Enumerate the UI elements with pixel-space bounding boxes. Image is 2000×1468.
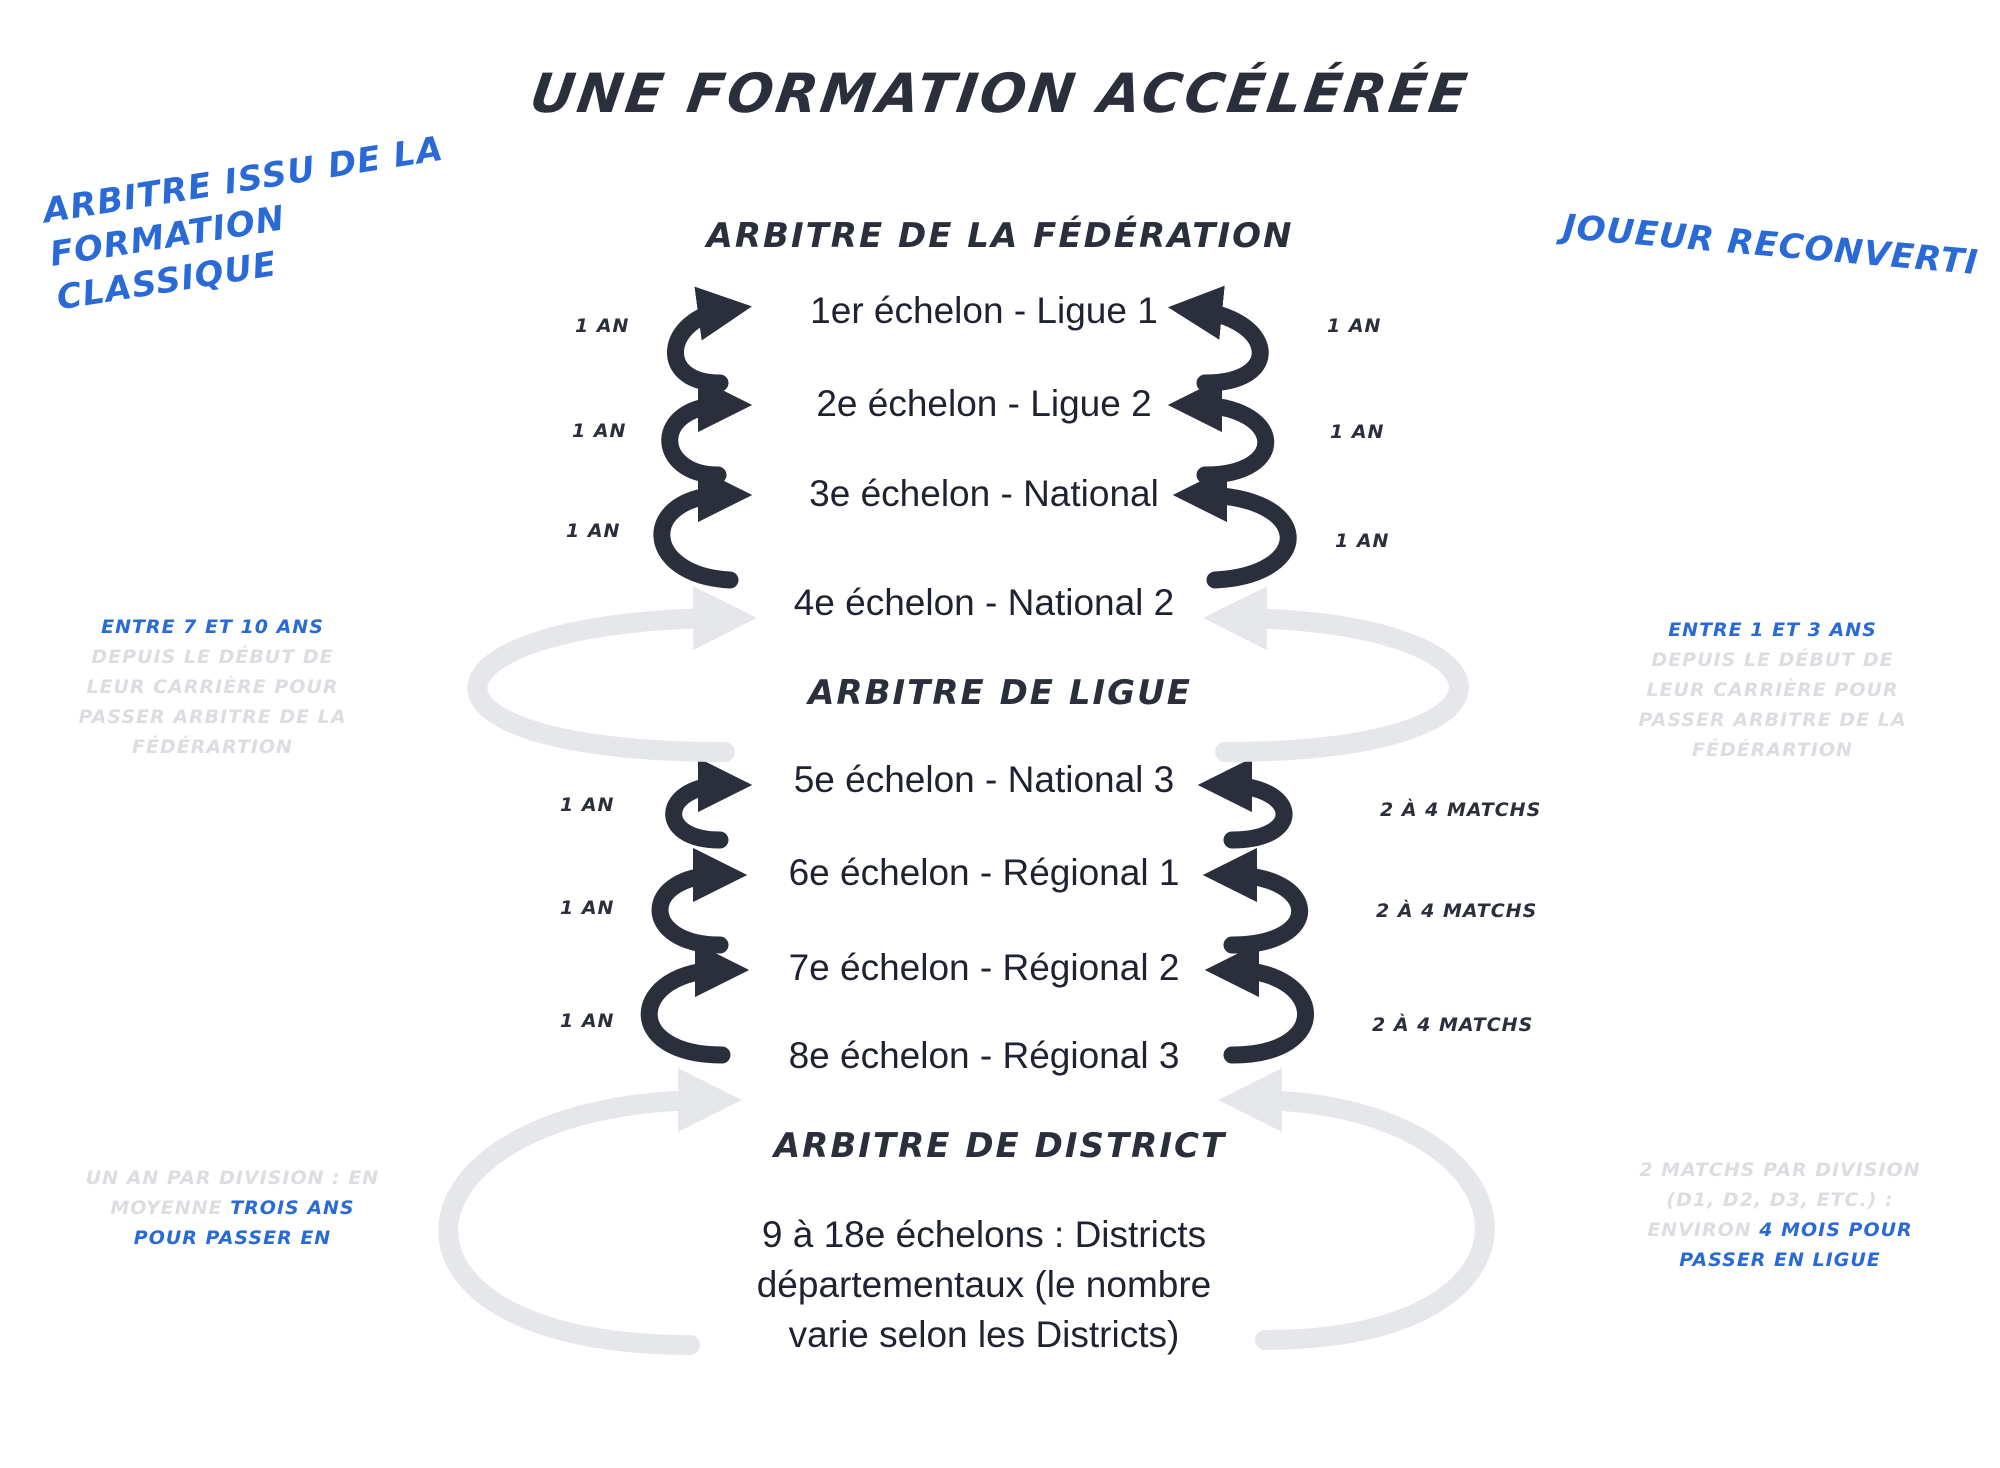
note-faint: DEPUIS LE DÉBUT DE LEUR CARRIÈRE POUR PA… xyxy=(78,646,347,758)
right-duration: 2 À 4 MATCHS xyxy=(1380,799,1542,821)
note-highlight: TROIS ANS POUR PASSER EN xyxy=(133,1197,355,1249)
left-duration: 1 AN xyxy=(560,897,615,919)
note-highlight: ENTRE 1 ET 3 ANS xyxy=(1668,619,1877,641)
right-loop-arrow xyxy=(1167,285,1269,392)
note-highlight: ENTRE 7 ET 10 ANS xyxy=(101,616,324,638)
right-loop-arrow xyxy=(1167,377,1275,484)
right-loop-arrow xyxy=(1204,942,1314,1064)
level-1: 1er échelon - Ligue 1 xyxy=(810,290,1158,331)
note-highlight: 4 MOIS POUR PASSER EN LIGUE xyxy=(1679,1219,1913,1271)
right-duration: 1 AN xyxy=(1335,530,1390,552)
right-loop-arrow xyxy=(1172,467,1297,589)
left-loop-arrow xyxy=(653,467,753,589)
right-duration: 2 À 4 MATCHS xyxy=(1372,1014,1534,1036)
right-loop-arrow xyxy=(1197,757,1293,849)
right-federation-note: ENTRE 1 ET 3 ANS DEPUIS LE DÉBUT DE LEUR… xyxy=(1620,615,1925,765)
left-loop-arrow xyxy=(661,377,753,484)
right-big-arrow xyxy=(1218,1068,1495,1350)
left-federation-note: ENTRE 7 ET 10 ANS DEPUIS LE DÉBUT DE LEU… xyxy=(60,612,365,762)
right-duration: 1 AN xyxy=(1330,421,1385,443)
right-duration: 1 AN xyxy=(1327,315,1382,337)
level-5: 5e échelon - National 3 xyxy=(793,759,1175,800)
left-duration: 1 AN xyxy=(560,794,615,816)
level-4: 4e échelon - National 2 xyxy=(793,582,1175,623)
right-duration: 2 À 4 MATCHS xyxy=(1376,900,1538,922)
left-duration: 1 AN xyxy=(560,1010,615,1032)
level-6: 6e échelon - Régional 1 xyxy=(788,852,1180,893)
note-faint: 2 MATCHS PAR DIVISION (D1, D2, D3, ETC.)… xyxy=(1639,1159,1921,1241)
right-loop-arrow xyxy=(1202,847,1309,954)
section-federation: ARBITRE DE LA FÉDÉRATION xyxy=(706,216,1294,256)
left-loop-arrow xyxy=(651,847,748,954)
left-loop-arrow xyxy=(665,757,753,849)
right-big-arrow xyxy=(1203,586,1469,762)
section-district: ARBITRE DE DISTRICT xyxy=(773,1126,1227,1166)
level-3: 3e échelon - National xyxy=(809,473,1159,514)
main-title: UNE FORMATION ACCÉLÉRÉE xyxy=(526,62,1474,125)
left-loop-arrow xyxy=(640,942,750,1064)
level-2: 2e échelon - Ligue 2 xyxy=(816,383,1152,424)
district-levels: 9 à 18e échelons : Districts département… xyxy=(756,1214,1212,1355)
left-big-arrow xyxy=(438,1068,742,1355)
level-8: 8e échelon - Régional 3 xyxy=(788,1035,1180,1076)
level-7: 7e échelon - Régional 2 xyxy=(788,947,1180,988)
note-faint: UN AN PAR DIVISION : EN MOYENNE xyxy=(85,1167,380,1219)
left-duration: 1 AN xyxy=(566,520,621,542)
left-big-arrow xyxy=(467,586,757,762)
right-district-note: 2 MATCHS PAR DIVISION (D1, D2, D3, ETC.)… xyxy=(1625,1155,1935,1275)
left-district-note: UN AN PAR DIVISION : EN MOYENNE TROIS AN… xyxy=(80,1163,385,1253)
left-duration: 1 AN xyxy=(572,420,627,442)
left-duration: 1 AN xyxy=(575,315,630,337)
note-faint: DEPUIS LE DÉBUT DE LEUR CARRIÈRE POUR PA… xyxy=(1638,649,1907,761)
section-ligue: ARBITRE DE LIGUE xyxy=(808,673,1192,713)
